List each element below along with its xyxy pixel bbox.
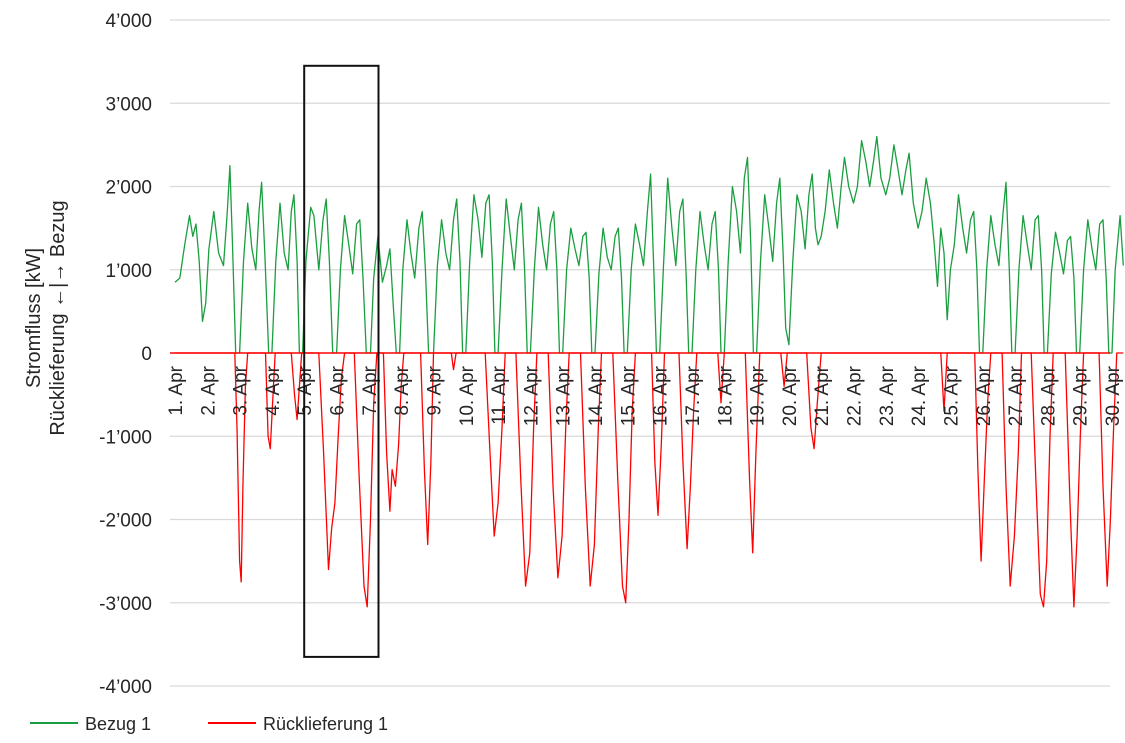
series-group (170, 135, 1124, 608)
y-tick-label: 2’000 (106, 178, 153, 199)
x-tick-label: 14. Apr (586, 365, 607, 426)
y-tick-label: 0 (141, 344, 152, 365)
x-tick-label: 5. Apr (295, 365, 316, 415)
x-tick-label: 27. Apr (1006, 365, 1027, 426)
y-tick-label: 3’000 (106, 94, 153, 115)
x-tick-label: 3. Apr (231, 365, 252, 415)
x-tick-label: 22. Apr (845, 365, 866, 426)
x-tick-label: 6. Apr (328, 365, 349, 415)
x-tick-label: 15. Apr (618, 365, 639, 426)
x-tick-label: 7. Apr (360, 365, 381, 415)
x-tick-label: 28. Apr (1038, 365, 1059, 426)
y-tick-label: -3’000 (99, 594, 152, 615)
x-tick-label: 4. Apr (263, 365, 284, 415)
x-tick-label: 18. Apr (715, 365, 736, 426)
y-tick-label: 4’000 (106, 11, 153, 32)
x-axis-tick-labels: 1. Apr 2. Apr 3. Apr 4. Apr 5. Apr 6. Apr 7. A… (166, 365, 1124, 426)
x-tick-label: 25. Apr (941, 365, 962, 426)
series-line-bezug (174, 135, 1124, 354)
x-tick-label: 29. Apr (1071, 365, 1092, 426)
y-tick-label: -2’000 (99, 511, 152, 532)
y-tick-label: 1’000 (106, 261, 153, 282)
x-tick-label: 20. Apr (780, 365, 801, 426)
x-tick-label: 10. Apr (457, 365, 478, 426)
y-tick-label: -1’000 (99, 427, 152, 448)
legend-label-bezug: Bezug 1 (85, 714, 151, 734)
y-axis-title-line1: Stromfluss [kW] (23, 248, 45, 388)
x-tick-label: 30. Apr (1103, 365, 1124, 426)
x-tick-label: 13. Apr (554, 365, 575, 426)
series-line-ruecklieferung (175, 352, 1124, 608)
x-tick-label: 16. Apr (651, 365, 672, 426)
x-tick-label: 12. Apr (521, 365, 542, 426)
x-tick-label: 8. Apr (392, 365, 413, 415)
legend-label-ruecklieferung: Rücklieferung 1 (263, 714, 388, 734)
y-tick-label: -4’000 (99, 677, 152, 698)
y-axis-title-line2: Rücklieferung ←|→ Bezug (47, 200, 69, 435)
x-tick-label: 9. Apr (425, 365, 446, 415)
x-tick-label: 2. Apr (198, 365, 219, 415)
highlight-box (303, 64, 380, 658)
legend: Bezug 1 Rücklieferung 1 (30, 714, 388, 734)
x-tick-label: 11. Apr (489, 365, 510, 424)
y-axis-tick-labels: 4’000 3’000 2’000 1’000 0 -1’000 -2’000 -3’000 -… (99, 11, 152, 698)
x-tick-label: 26. Apr (974, 365, 995, 426)
x-tick-label: 17. Apr (683, 365, 704, 426)
x-tick-label: 24. Apr (909, 365, 930, 426)
x-tick-label: 21. Apr (812, 365, 833, 426)
x-tick-label: 23. Apr (877, 365, 898, 426)
x-tick-label: 19. Apr (748, 365, 769, 426)
x-tick-label: 1. Apr (166, 365, 187, 415)
